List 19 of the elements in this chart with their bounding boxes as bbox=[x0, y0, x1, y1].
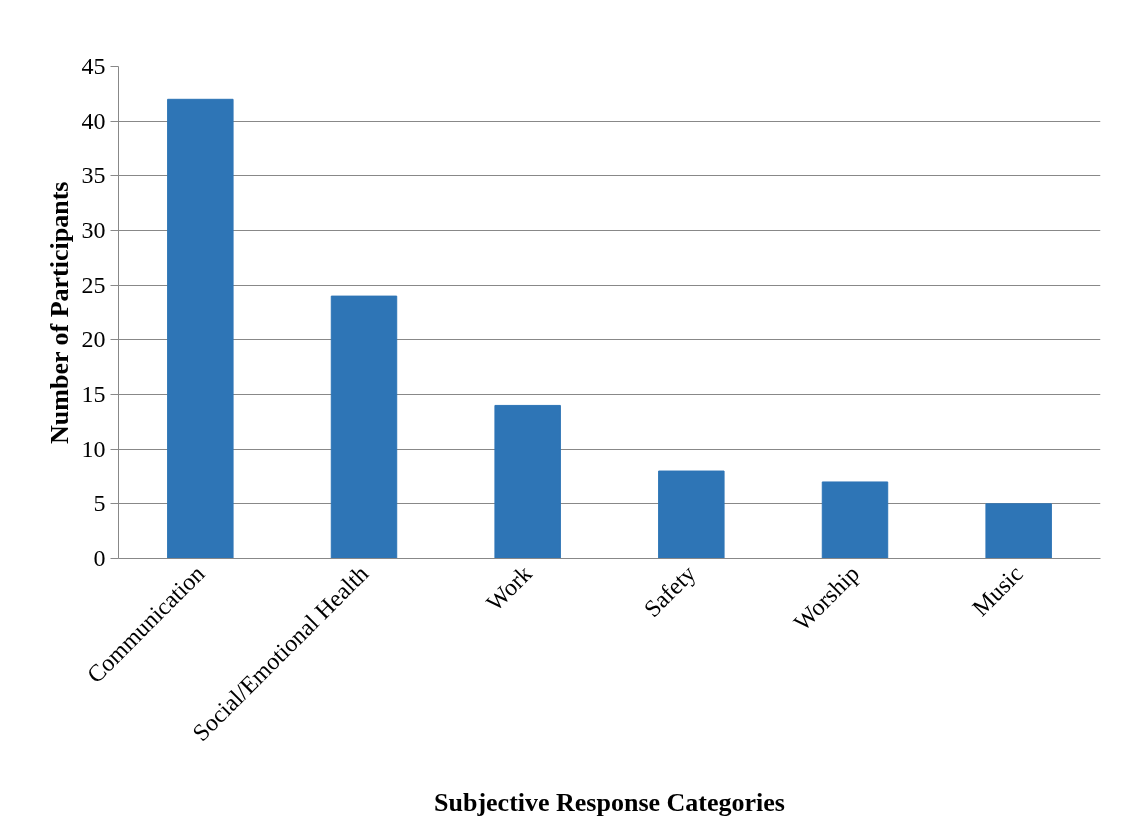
y-tick-label: 35 bbox=[81, 162, 106, 189]
x-tick-label: Work bbox=[481, 560, 537, 616]
bar bbox=[330, 295, 398, 559]
y-tick-label: 15 bbox=[81, 381, 106, 407]
x-axis-title: Subjective Response Categories bbox=[434, 788, 785, 818]
y-tick-label: 20 bbox=[81, 326, 106, 353]
y-axis-title: Number of Participants bbox=[44, 181, 74, 444]
bar bbox=[985, 503, 1052, 559]
bar bbox=[658, 470, 725, 559]
bar bbox=[494, 404, 561, 559]
y-tick-label: 5 bbox=[93, 490, 106, 517]
y-tick-label: 0 bbox=[93, 545, 106, 571]
y-tick-label: 40 bbox=[81, 107, 106, 134]
y-tick-label: 30 bbox=[81, 217, 106, 243]
y-tick-label: 10 bbox=[81, 435, 106, 462]
y-tick-label: 25 bbox=[81, 271, 106, 298]
y-tick-label: 45 bbox=[81, 53, 106, 79]
bar bbox=[167, 98, 234, 559]
bar bbox=[821, 481, 889, 559]
